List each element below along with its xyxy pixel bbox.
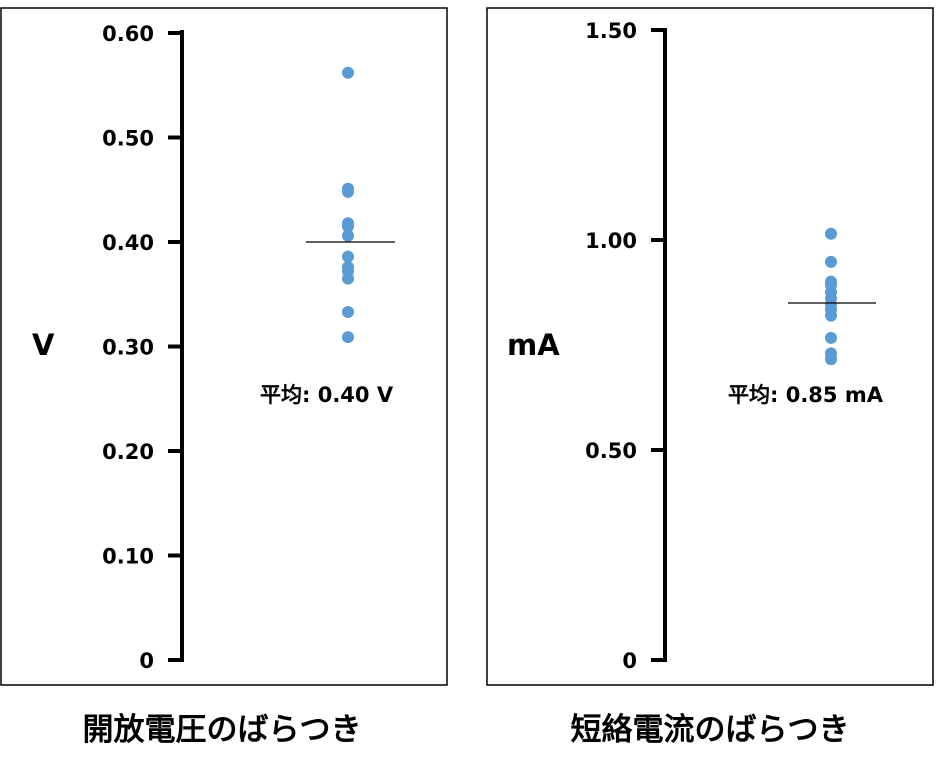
current-y-ticks: 0 0.50 1.00 1.50 (585, 19, 665, 673)
voltage-chart-title: 開放電圧のばらつき (83, 712, 362, 748)
voltage-y-tick-label: 0.30 (102, 336, 154, 360)
voltage-mean-label: 平均: 0.40 V (260, 383, 394, 407)
voltage-y-ticks: 0 0.10 0.20 0.30 0.40 0.50 0.60 (102, 22, 182, 673)
voltage-data-point (342, 272, 354, 285)
current-chart-title: 短絡電流のばらつき (571, 712, 850, 748)
current-data-point (825, 227, 837, 240)
current-data-point (825, 309, 837, 322)
voltage-data-point (342, 185, 354, 198)
voltage-panel: 0 0.10 0.20 0.30 0.40 0.50 0.60 V 平均: 0.40 V (0, 7, 448, 686)
voltage-data-point (342, 229, 354, 242)
current-data-point (825, 255, 837, 268)
voltage-data-point (342, 220, 354, 233)
voltage-data-point (342, 250, 354, 263)
current-panel: 0 0.50 1.00 1.50 mA 平均: 0.85 mA (486, 7, 934, 686)
voltage-data-point (342, 306, 354, 319)
current-y-tick-label: 1.00 (585, 229, 637, 253)
voltage-y-tick-label: 0.20 (102, 440, 154, 464)
voltage-panel-frame (0, 7, 448, 686)
current-data-point (825, 331, 837, 344)
current-data-point (825, 353, 837, 366)
current-mean-label: 平均: 0.85 mA (728, 383, 884, 407)
voltage-y-tick-label: 0.60 (102, 22, 154, 46)
voltage-y-tick-label: 0.40 (102, 231, 154, 255)
voltage-unit-label: V (32, 328, 55, 362)
voltage-data-point (342, 66, 354, 79)
voltage-data-point (342, 331, 354, 344)
current-y-tick-label: 0.50 (585, 439, 637, 463)
current-data-points (825, 227, 837, 366)
voltage-y-tick-label: 0.50 (102, 127, 154, 151)
voltage-y-tick-label: 0 (139, 649, 154, 673)
current-y-tick-label: 0 (622, 649, 637, 673)
current-y-tick-label: 1.50 (585, 19, 637, 43)
current-unit-label: mA (507, 328, 560, 362)
voltage-data-points (342, 66, 354, 344)
voltage-y-tick-label: 0.10 (102, 545, 154, 569)
current-panel-frame (486, 7, 934, 686)
